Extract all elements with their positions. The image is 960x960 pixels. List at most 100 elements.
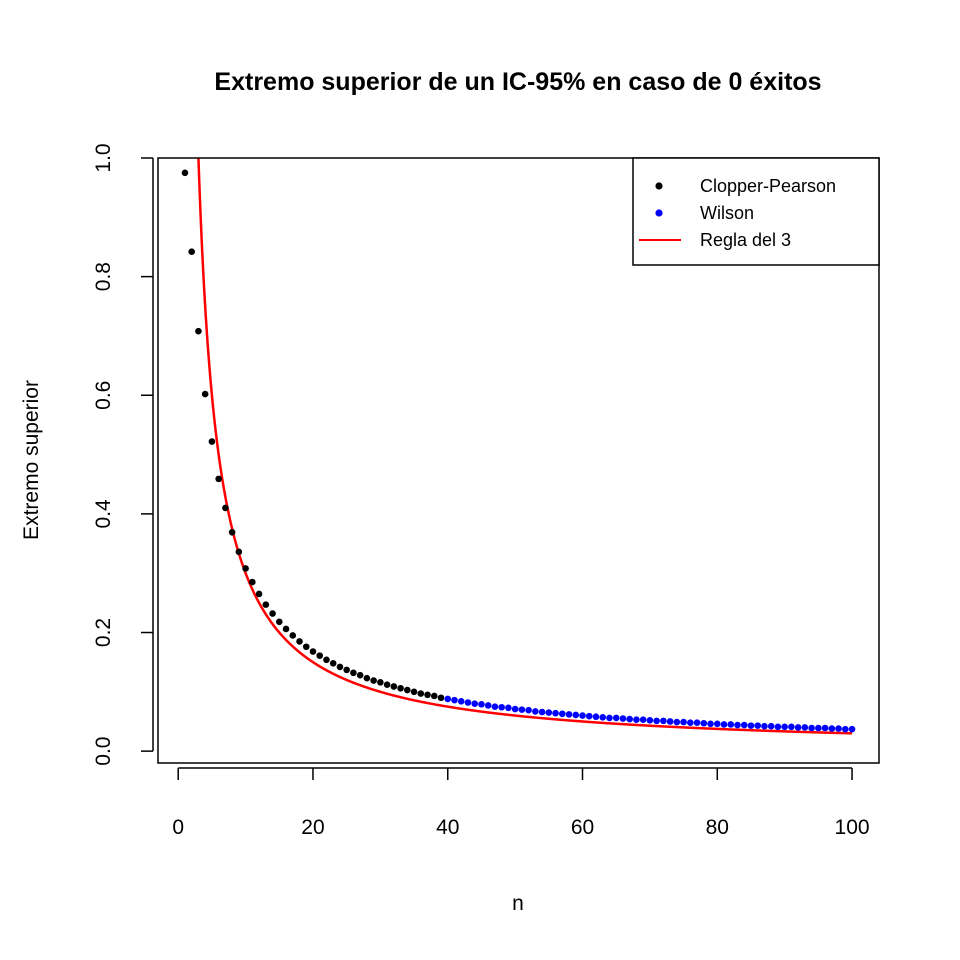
data-point xyxy=(633,716,640,724)
data-point xyxy=(774,723,782,731)
legend-marker xyxy=(655,209,663,217)
data-point xyxy=(747,722,755,729)
plot-frame xyxy=(157,157,880,764)
data-point xyxy=(558,710,566,718)
data-point xyxy=(660,717,667,725)
x-axis-title: n xyxy=(512,892,524,915)
data-point xyxy=(794,724,802,731)
data-point xyxy=(471,700,479,707)
series-lines xyxy=(197,158,853,735)
series-line xyxy=(197,158,853,735)
x-axis: 0 20 40 60 80 100 xyxy=(172,767,870,839)
data-point xyxy=(815,724,822,732)
data-point xyxy=(195,327,202,335)
data-point xyxy=(249,578,256,586)
data-point xyxy=(639,716,647,724)
data-point xyxy=(572,711,580,719)
data-point xyxy=(377,679,384,686)
x-tick-label: 100 xyxy=(835,816,870,839)
y-axis-title: Extremo superior xyxy=(20,380,43,540)
data-point xyxy=(761,722,768,730)
data-point xyxy=(484,702,492,709)
y-tick-label: 0.6 xyxy=(92,381,115,410)
legend-label: Wilson xyxy=(700,203,754,223)
data-point xyxy=(444,695,452,703)
data-point xyxy=(700,719,708,727)
data-point xyxy=(208,438,216,445)
data-point xyxy=(842,725,849,733)
data-point xyxy=(356,671,364,679)
y-axis: 0.0 0.2 0.4 0.6 0.8 1.0 xyxy=(92,143,154,766)
data-point xyxy=(269,610,276,617)
legend-box xyxy=(632,157,880,266)
x-tick-label: 80 xyxy=(706,816,729,839)
data-point xyxy=(242,565,249,572)
data-point xyxy=(646,716,654,724)
data-point xyxy=(457,698,465,705)
data-point xyxy=(275,618,283,626)
data-point xyxy=(828,725,836,732)
data-point xyxy=(754,722,762,729)
data-point xyxy=(579,712,586,719)
data-point xyxy=(410,688,418,696)
data-point xyxy=(612,714,620,722)
x-tick-label: 20 xyxy=(301,816,324,839)
x-tick-label: 0 xyxy=(172,816,184,839)
data-point xyxy=(296,638,303,645)
data-point xyxy=(740,721,748,729)
data-point xyxy=(464,699,472,706)
data-point xyxy=(653,717,660,725)
data-point xyxy=(215,475,222,483)
data-point xyxy=(525,706,532,714)
y-tick-label: 0.2 xyxy=(92,618,115,647)
data-point xyxy=(370,677,377,684)
data-point xyxy=(255,590,263,598)
plot-area xyxy=(181,158,856,735)
data-point xyxy=(767,722,775,730)
data-point xyxy=(498,703,505,711)
data-point xyxy=(532,708,539,715)
data-point xyxy=(835,725,842,732)
y-tick-label: 0.4 xyxy=(92,499,115,529)
y-tick-label: 0.8 xyxy=(92,262,115,291)
data-point xyxy=(424,691,431,699)
data-point xyxy=(592,713,600,721)
data-point xyxy=(316,652,324,659)
data-point xyxy=(626,715,633,723)
data-point xyxy=(619,715,627,722)
data-point xyxy=(801,724,809,731)
data-point xyxy=(437,694,445,702)
data-point xyxy=(451,696,458,704)
data-point xyxy=(222,504,229,512)
data-point xyxy=(707,720,714,728)
data-point xyxy=(788,723,795,731)
data-point xyxy=(848,725,856,733)
data-point xyxy=(302,643,310,651)
data-point xyxy=(417,690,425,697)
data-point xyxy=(430,692,438,700)
data-point xyxy=(821,724,829,732)
legend-marker xyxy=(655,182,663,190)
data-point xyxy=(329,660,337,667)
data-point xyxy=(478,700,485,708)
data-point xyxy=(585,712,593,720)
data-point xyxy=(262,601,270,608)
chart-title: Extremo superior de un IC-95% en caso de… xyxy=(214,68,821,96)
data-point xyxy=(309,648,317,655)
data-point xyxy=(397,684,404,692)
data-point xyxy=(491,703,499,710)
data-point xyxy=(687,719,694,726)
data-point xyxy=(565,711,573,718)
data-point xyxy=(538,708,546,716)
data-point xyxy=(181,169,189,177)
legend-label: Clopper-Pearson xyxy=(700,176,836,196)
data-point xyxy=(606,714,613,722)
data-point xyxy=(599,714,607,721)
data-point xyxy=(693,719,701,726)
data-point xyxy=(323,656,330,664)
data-point xyxy=(720,721,728,728)
data-point xyxy=(336,663,344,671)
data-point xyxy=(350,669,357,677)
data-point xyxy=(505,704,512,712)
